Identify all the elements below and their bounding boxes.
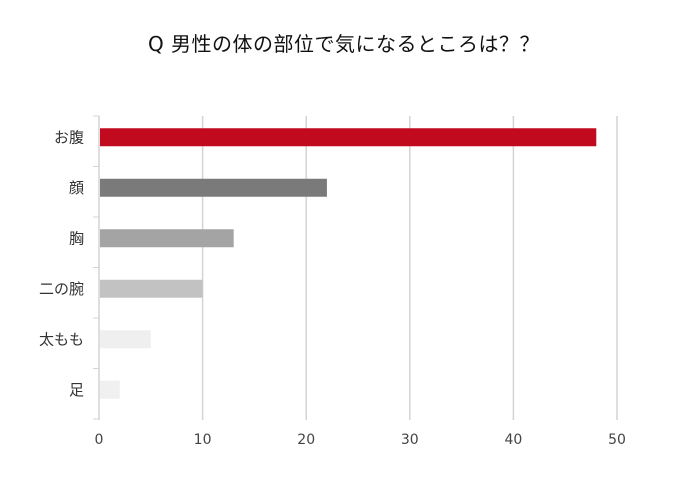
x-tick-label-4: 40 xyxy=(504,432,522,448)
bar-0 xyxy=(100,128,597,147)
bar-1 xyxy=(100,178,327,197)
bars xyxy=(100,128,597,399)
chart-title: Q 男性の体の部位で気になるところは？？ xyxy=(147,32,541,56)
category-label-2: 胸 xyxy=(69,229,84,247)
bar-2 xyxy=(100,229,234,248)
category-label-0: お腹 xyxy=(54,128,84,146)
gridlines xyxy=(93,115,618,420)
category-label-4: 太もも xyxy=(39,330,84,348)
x-tick-label-0: 0 xyxy=(95,432,104,448)
x-tick-label-1: 10 xyxy=(194,432,212,448)
category-label-3: 二の腕 xyxy=(39,280,84,298)
category-label-5: 足 xyxy=(69,381,84,399)
x-tick-label-2: 20 xyxy=(297,432,315,448)
bar-3 xyxy=(100,279,203,298)
x-tick-label-5: 50 xyxy=(608,432,626,448)
x-tick-labels: 0 10 20 30 40 50 xyxy=(95,432,626,448)
bar-5 xyxy=(100,380,120,399)
category-label-1: 顔 xyxy=(69,179,84,197)
bar-4 xyxy=(100,330,151,349)
x-tick-label-3: 30 xyxy=(401,432,419,448)
